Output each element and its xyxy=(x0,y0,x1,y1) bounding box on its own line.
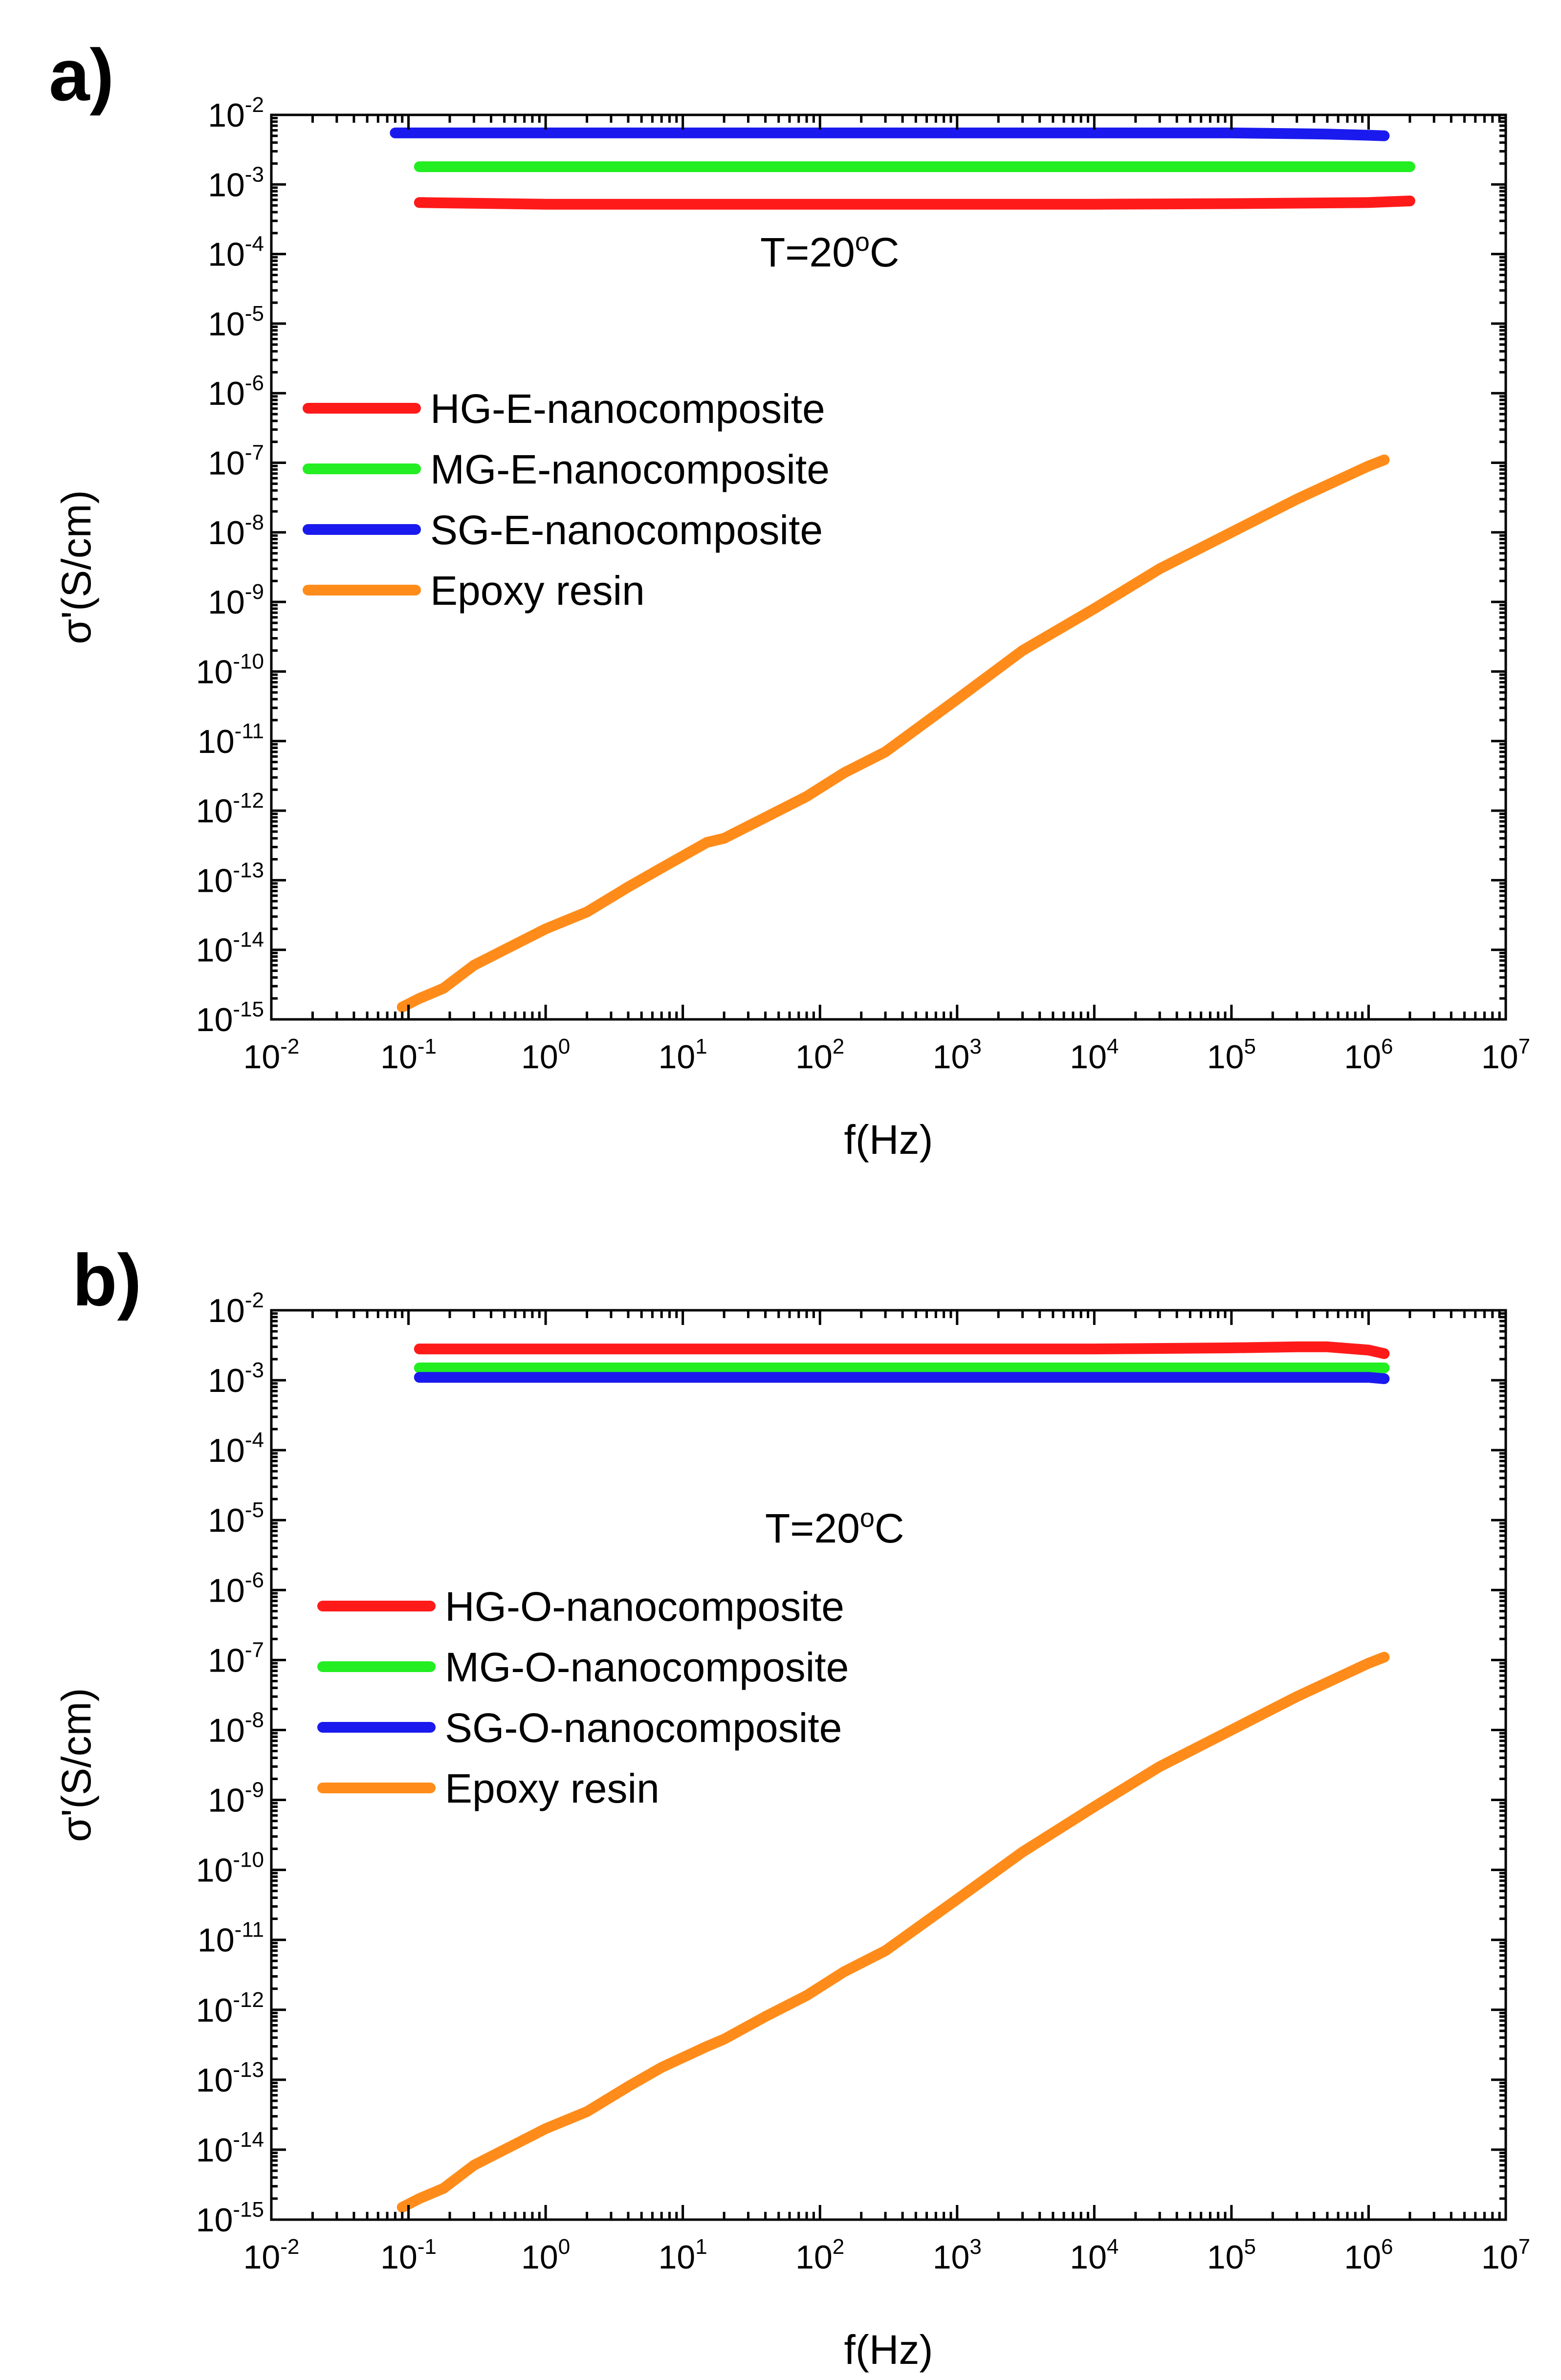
legend-item-sg-o-nanocomposite: SG-O-nanocomposite xyxy=(317,1705,842,1751)
y-tick-label: 10-4 xyxy=(208,232,264,273)
legend-label: SG-E-nanocomposite xyxy=(430,507,823,553)
x-axis-title: f(Hz) xyxy=(844,2327,933,2373)
y-tick-label: 10-11 xyxy=(198,1918,264,1959)
y-tick-label: 10-14 xyxy=(196,928,264,969)
y-tick-label: 10-5 xyxy=(208,1498,264,1539)
temperature-annotation: T=20oC xyxy=(765,1503,904,1551)
legend-label: MG-O-nanocomposite xyxy=(445,1644,849,1690)
y-axis-title: σ'(S/cm) xyxy=(53,490,99,644)
x-tick-label: 103 xyxy=(933,1035,982,1076)
x-tick-label: 10-2 xyxy=(243,2235,300,2276)
series-group xyxy=(396,1341,1390,2213)
panel-b: b)10-2 10-1 100 101 102 103 104 105 106 10710-210… xyxy=(53,1239,1530,2373)
x-tick-label: 105 xyxy=(1207,2235,1256,2276)
legend-label: Epoxy resin xyxy=(430,568,645,614)
y-tick-label: 10-8 xyxy=(208,1708,264,1749)
x-tick-label: 106 xyxy=(1344,1035,1393,1076)
series-line-epoxy-resin xyxy=(396,1652,1390,2213)
axis-ticks xyxy=(270,113,1507,1021)
legend-item-hg-e-nanocomposite: HG-E-nanocomposite xyxy=(303,386,825,432)
x-tick-label: 102 xyxy=(795,2235,844,2276)
y-tick-label: 10-6 xyxy=(208,1568,264,1609)
x-tick-label: 10-1 xyxy=(380,1035,437,1076)
legend: HG-O-nanocomposite MG-O-nanocomposite SG-O… xyxy=(317,1584,849,1811)
y-tick-label: 10-14 xyxy=(196,2128,264,2169)
x-axis-title: f(Hz) xyxy=(844,1117,933,1163)
panel-letter: b) xyxy=(72,1239,142,1321)
plot-frame xyxy=(270,113,1507,1021)
y-tick-label: 10-3 xyxy=(208,1358,264,1399)
series-line-sg-e-nanocomposite xyxy=(390,127,1390,141)
y-tick-label: 10-2 xyxy=(208,1288,264,1329)
legend-label: SG-O-nanocomposite xyxy=(445,1705,842,1751)
legend-item-epoxy-resin: Epoxy resin xyxy=(303,568,645,614)
y-tick-label: 10-15 xyxy=(196,997,264,1038)
x-tick-label: 100 xyxy=(521,2235,570,2276)
y-tick-label: 10-10 xyxy=(196,649,264,690)
y-tick-label: 10-12 xyxy=(196,1988,264,2029)
x-tick-label: 107 xyxy=(1481,2235,1530,2276)
y-tick-label: 10-15 xyxy=(196,2198,264,2239)
y-axis-title: σ'(S/cm) xyxy=(53,1688,99,1842)
legend-item-mg-o-nanocomposite: MG-O-nanocomposite xyxy=(317,1644,849,1690)
y-tick-label: 10-8 xyxy=(208,510,264,551)
legend-item-sg-e-nanocomposite: SG-E-nanocomposite xyxy=(303,507,823,553)
x-tick-label: 106 xyxy=(1344,2235,1393,2276)
series-line-epoxy-resin xyxy=(396,454,1390,1013)
panel-a: a)10-2 10-1 100 101 102 103 104 105 106 10710-210… xyxy=(49,34,1530,1163)
legend-label: Epoxy resin xyxy=(445,1765,660,1811)
x-tick-label: 101 xyxy=(659,1035,707,1076)
y-tick-label: 10-11 xyxy=(198,719,264,760)
y-tick-label: 10-12 xyxy=(196,789,264,830)
x-tick-label: 105 xyxy=(1207,1035,1256,1076)
x-tick-label: 104 xyxy=(1070,1035,1119,1076)
x-tick-label: 101 xyxy=(659,2235,707,2276)
y-tick-label: 10-4 xyxy=(208,1428,264,1469)
y-tick-label: 10-7 xyxy=(208,441,264,482)
legend-item-hg-o-nanocomposite: HG-O-nanocomposite xyxy=(317,1584,844,1630)
x-tick-label: 103 xyxy=(933,2235,982,2276)
x-tick-label: 102 xyxy=(795,1035,844,1076)
series-line-sg-o-nanocomposite xyxy=(414,1372,1390,1384)
y-tick-label: 10-13 xyxy=(196,2058,264,2099)
x-tick-label: 10-1 xyxy=(380,2235,437,2276)
y-tick-label: 10-13 xyxy=(196,858,264,899)
y-tick-label: 10-10 xyxy=(196,1848,264,1889)
axis-ticks xyxy=(270,1309,1507,2221)
y-tick-label: 10-5 xyxy=(208,302,264,343)
legend-label: HG-O-nanocomposite xyxy=(445,1584,844,1630)
series-group xyxy=(390,127,1415,1013)
legend-item-epoxy-resin: Epoxy resin xyxy=(317,1765,660,1811)
y-tick-label: 10-7 xyxy=(208,1638,264,1679)
temperature-annotation: T=20oC xyxy=(760,227,900,275)
legend-label: MG-E-nanocomposite xyxy=(430,446,830,492)
y-tick-label: 10-6 xyxy=(208,371,264,412)
panel-letter: a) xyxy=(49,34,114,116)
x-tick-label: 100 xyxy=(521,1035,570,1076)
x-tick-label: 107 xyxy=(1481,1035,1530,1076)
y-tick-label: 10-3 xyxy=(208,162,264,203)
y-tick-label: 10-2 xyxy=(208,93,264,134)
series-line-hg-e-nanocomposite xyxy=(414,196,1415,210)
x-tick-label: 104 xyxy=(1070,2235,1119,2276)
plot-frame xyxy=(270,1309,1507,2221)
legend-label: HG-E-nanocomposite xyxy=(430,386,825,432)
series-line-hg-o-nanocomposite xyxy=(414,1341,1390,1359)
legend: HG-E-nanocomposite MG-E-nanocomposite SG-E… xyxy=(303,386,830,614)
y-tick-label: 10-9 xyxy=(208,580,264,621)
x-tick-label: 10-2 xyxy=(243,1035,300,1076)
y-tick-label: 10-9 xyxy=(208,1778,264,1819)
legend-item-mg-e-nanocomposite: MG-E-nanocomposite xyxy=(303,446,830,492)
